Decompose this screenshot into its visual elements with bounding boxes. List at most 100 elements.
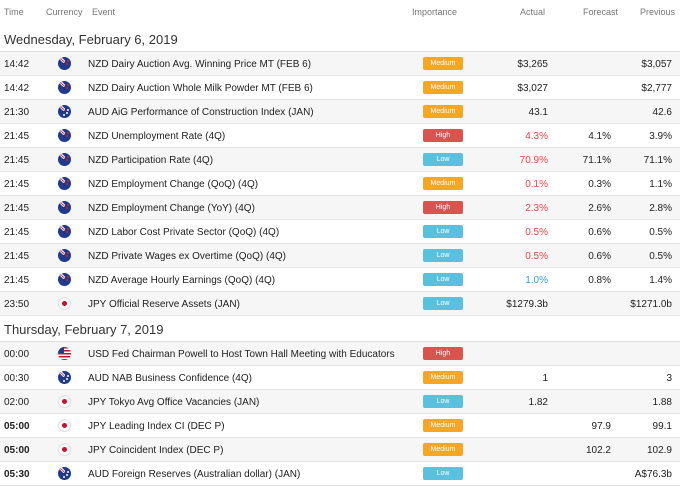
event-name: AUD AiG Performance of Construction Inde… [88, 107, 314, 118]
forecast-value: 102.2 [585, 445, 611, 456]
importance-badge: Medium [423, 57, 463, 70]
currency-code: JPY [0, 390, 1, 391]
event-row[interactable]: 21:45 NZD NZD Participation Rate (4Q) Low 70… [0, 148, 680, 172]
event-row[interactable]: 21:45 NZD NZD Average Hourly Earnings (QoQ… [0, 268, 680, 292]
importance-badge: Low [423, 395, 463, 408]
actual-value: 1.0% [525, 275, 548, 286]
previous-value: 0.5% [649, 227, 672, 238]
event-row[interactable]: 21:45 NZD NZD Private Wages ex Overtime (Q… [0, 244, 680, 268]
importance-badge: Medium [423, 105, 463, 118]
importance-badge: Medium [423, 81, 463, 94]
forecast-value: 4.1% [588, 131, 611, 142]
event-time: 21:45 [4, 227, 30, 238]
event-time: 21:30 [4, 107, 30, 118]
event-row[interactable]: 02:00 JPY JPY Tokyo Avg Office Vacancies (… [0, 390, 680, 414]
previous-value: A$76.3b [634, 469, 672, 480]
event-row[interactable]: 21:45 NZD NZD Unemployment Rate (4Q) High 4.… [0, 124, 680, 148]
event-name: JPY Leading Index CI (DEC P) [88, 421, 225, 432]
day-header: Thursday, February 7, 2019 [0, 316, 680, 342]
jp-flag-icon [58, 297, 71, 310]
event-row[interactable]: 23:50 JPY JPY Official Reserve Assets (JAN… [0, 292, 680, 316]
importance-badge: Medium [423, 419, 463, 432]
importance-badge: Low [423, 153, 463, 166]
event-time: 00:30 [4, 373, 30, 384]
previous-value: 3.9% [649, 131, 672, 142]
currency-code: NZD [0, 76, 1, 77]
event-row[interactable]: 05:30 AUD AUD Foreign Reserves (Australian… [0, 462, 680, 486]
currency-code: NZD [0, 124, 1, 125]
actual-value: 4.3% [525, 131, 548, 142]
currency-code: JPY [0, 414, 1, 415]
event-row[interactable]: 21:45 NZD NZD Employment Change (QoQ) (4Q)… [0, 172, 680, 196]
actual-value: 0.5% [525, 227, 548, 238]
event-name: NZD Private Wages ex Overtime (QoQ) (4Q) [88, 251, 286, 262]
event-name: NZD Participation Rate (4Q) [88, 155, 214, 166]
event-name: AUD NAB Business Confidence (4Q) [88, 373, 252, 384]
col-actual[interactable]: Actual [520, 7, 546, 17]
actual-value: 1 [542, 373, 548, 384]
jp-flag-icon [58, 419, 71, 432]
currency-code: JPY [0, 292, 1, 293]
previous-value: 102.9 [646, 445, 672, 456]
event-row[interactable]: 21:45 NZD NZD Employment Change (YoY) (4Q)… [0, 196, 680, 220]
importance-badge: Medium [423, 177, 463, 190]
importance-badge: Low [423, 297, 463, 310]
jp-flag-icon [58, 395, 71, 408]
event-row[interactable]: 21:45 NZD NZD Labor Cost Private Sector (Q… [0, 220, 680, 244]
actual-value: $3,265 [517, 59, 548, 70]
importance-badge: Medium [423, 443, 463, 456]
nz-flag-icon [58, 249, 71, 262]
event-time: 21:45 [4, 179, 30, 190]
column-header-bar: Time Currency Event Importance Actual Fo… [0, 0, 680, 22]
event-row[interactable]: 14:42 NZD NZD Dairy Auction Whole Milk Pow… [0, 76, 680, 100]
previous-value: 3 [666, 373, 672, 384]
previous-value: 1.1% [649, 179, 672, 190]
event-time: 14:42 [4, 83, 30, 94]
actual-value: 0.5% [525, 251, 548, 262]
col-time[interactable]: Time [4, 7, 24, 17]
event-name: USD Fed Chairman Powell to Host Town Hal… [88, 349, 395, 360]
forecast-value: 0.6% [588, 227, 611, 238]
importance-badge: Medium [423, 371, 463, 384]
previous-value: $1271.0b [630, 299, 672, 310]
actual-value: 1.82 [528, 397, 548, 408]
col-previous[interactable]: Previous [640, 7, 676, 17]
event-row[interactable]: 05:00 JPY JPY Leading Index CI (DEC P) Medi… [0, 414, 680, 438]
event-time: 05:00 [4, 445, 30, 456]
nz-flag-icon [58, 129, 71, 142]
event-name: NZD Dairy Auction Whole Milk Powder MT (… [88, 83, 313, 94]
actual-value: $1279.3b [506, 299, 548, 310]
nz-flag-icon [58, 201, 71, 214]
currency-code: NZD [0, 52, 1, 53]
event-row[interactable]: 00:30 AUD AUD NAB Business Confidence (4Q)… [0, 366, 680, 390]
event-time: 21:45 [4, 251, 30, 262]
currency-code: USD [0, 342, 1, 343]
forecast-value: 71.1% [582, 155, 611, 166]
event-name: NZD Employment Change (QoQ) (4Q) [88, 179, 259, 190]
event-name: NZD Average Hourly Earnings (QoQ) (4Q) [88, 275, 276, 286]
col-event[interactable]: Event [92, 7, 116, 17]
forecast-value: 0.6% [588, 251, 611, 262]
col-forecast[interactable]: Forecast [583, 7, 619, 17]
event-row[interactable]: 14:42 NZD NZD Dairy Auction Avg. Winning P… [0, 52, 680, 76]
event-time: 23:50 [4, 299, 30, 310]
event-row[interactable]: 00:00 USD USD Fed Chairman Powell to Host … [0, 342, 680, 366]
importance-badge: High [423, 347, 463, 360]
au-flag-icon [58, 105, 71, 118]
importance-badge: Low [423, 467, 463, 480]
col-importance[interactable]: Importance [412, 7, 458, 17]
event-row[interactable]: 05:00 JPY JPY Coincident Index (DEC P) Medi… [0, 438, 680, 462]
col-currency[interactable]: Currency [46, 7, 83, 17]
event-row[interactable]: 21:30 AUD AUD AiG Performance of Construct… [0, 100, 680, 124]
actual-value: $3,027 [517, 83, 548, 94]
event-name: JPY Official Reserve Assets (JAN) [88, 299, 240, 310]
au-flag-icon [58, 371, 71, 384]
event-time: 05:30 [4, 469, 30, 480]
actual-value: 2.3% [525, 203, 548, 214]
importance-badge: Low [423, 225, 463, 238]
currency-code: NZD [0, 220, 1, 221]
event-name: NZD Employment Change (YoY) (4Q) [88, 203, 255, 214]
event-name: NZD Unemployment Rate (4Q) [88, 131, 226, 142]
currency-code: JPY [0, 438, 1, 439]
nz-flag-icon [58, 225, 71, 238]
